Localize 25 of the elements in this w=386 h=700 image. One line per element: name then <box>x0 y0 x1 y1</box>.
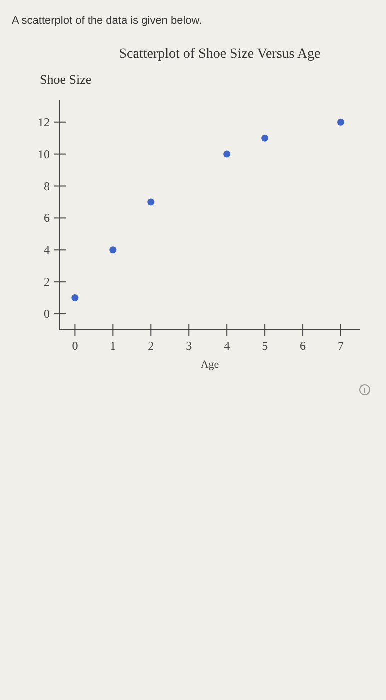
point <box>262 134 269 142</box>
x-tick-label: 7 <box>338 339 344 353</box>
x-tick-label: 2 <box>148 339 154 353</box>
point <box>224 150 231 158</box>
point <box>110 246 117 254</box>
y-tick-label: 10 <box>38 147 50 162</box>
x-tick-label: 5 <box>262 339 268 353</box>
point <box>148 198 155 206</box>
y-tick-label: 12 <box>38 115 50 130</box>
x-tick-label: 6 <box>300 339 306 353</box>
y-tick-label: 8 <box>44 179 50 194</box>
point <box>72 294 79 302</box>
point <box>338 118 345 126</box>
x-tick-label: 4 <box>224 339 230 353</box>
x-tick-label: 3 <box>186 339 192 353</box>
y-axis-title: Shoe Size <box>40 72 92 87</box>
y-tick-label: 6 <box>44 211 50 226</box>
y-tick-label: 4 <box>44 243 50 258</box>
x-axis-title: Age <box>200 359 220 371</box>
y-tick-label: 2 <box>44 275 50 290</box>
chart-title: Scatterplot of Shoe Size Versus Age <box>119 47 321 62</box>
y-tick-label: 0 <box>44 307 50 322</box>
x-tick-label: 1 <box>110 339 116 353</box>
chart-subtitle: A scatterplot of the data is given below. <box>12 15 202 27</box>
x-tick-label: 0 <box>72 339 78 353</box>
